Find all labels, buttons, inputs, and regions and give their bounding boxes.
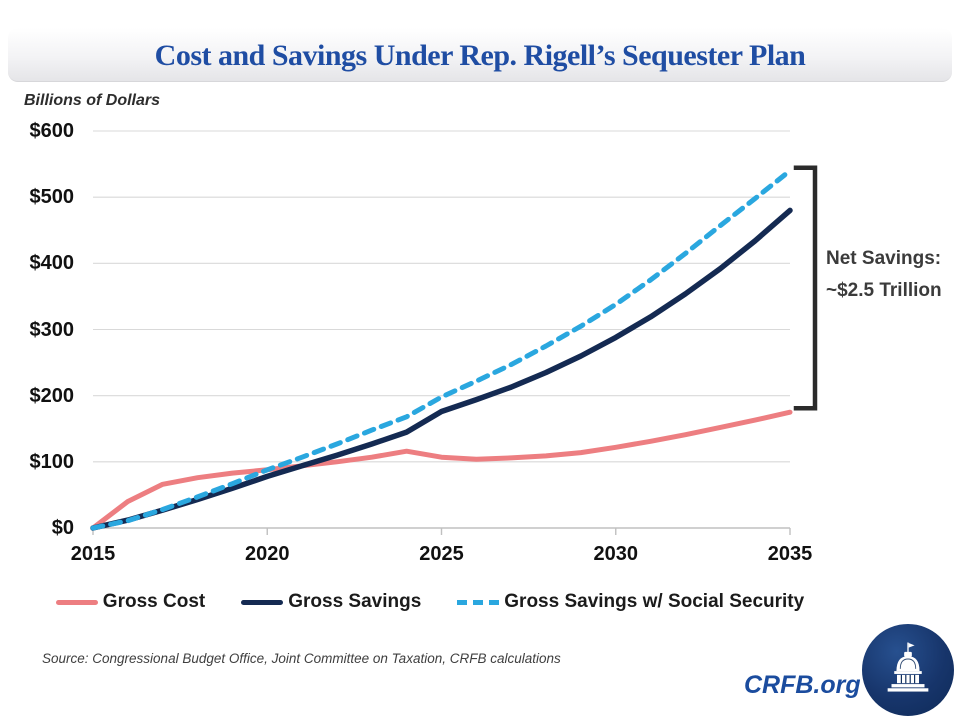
y-tick-label: $500 <box>29 186 75 209</box>
net-savings-line2: ~$2.5 Trillion <box>826 280 942 301</box>
y-tick-label: $200 <box>29 384 75 407</box>
legend-label: Gross Cost <box>102 591 206 612</box>
y-axis-unit-label: Billions of Dollars <box>24 92 161 109</box>
legend-label: Gross Savings <box>288 591 422 612</box>
net-savings-bracket <box>793 165 818 411</box>
y-tick-label: $100 <box>29 450 75 473</box>
chart-legend: Gross Cost Gross Savings Gross Savings w/ … <box>0 588 860 616</box>
legend-swatch-icon <box>457 599 500 605</box>
source-note: Source: Congressional Budget Office, Joi… <box>42 651 561 666</box>
net-savings-annotation: Net Savings: ~$2.5 Trillion <box>826 243 942 307</box>
net-savings-line1: Net Savings: <box>826 248 942 269</box>
series-line-gross-savings <box>90 207 793 531</box>
x-tick-label: 2035 <box>767 543 813 565</box>
title-band: Cost and Savings Under Rep. Rigell’s Seq… <box>8 28 952 82</box>
legend-swatch-icon <box>55 599 98 605</box>
series-line-gross-savings-w-social-security <box>90 168 793 531</box>
y-tick-label: $300 <box>29 318 75 341</box>
brand-wordmark: CRFB.org <box>744 671 861 699</box>
page-title: Cost and Savings Under Rep. Rigell’s Seq… <box>154 38 806 72</box>
legend-swatch-icon <box>241 599 284 605</box>
y-tick-label: $600 <box>29 120 75 142</box>
x-tick-label: 2015 <box>70 543 116 565</box>
legend-item: Gross Savings <box>241 591 421 613</box>
y-tick-label: $400 <box>29 252 75 275</box>
y-tick-label: $0 <box>51 517 74 539</box>
legend-label: Gross Savings w/ Social Security <box>504 591 805 612</box>
capitol-dome-icon <box>887 642 929 692</box>
legend-item: Gross Cost <box>55 591 206 613</box>
legend-item: Gross Savings w/ Social Security <box>457 591 804 613</box>
x-tick-label: 2020 <box>245 543 290 565</box>
x-tick-label: 2030 <box>593 543 639 565</box>
x-tick-label: 2025 <box>419 543 464 565</box>
capitol-dome-logo-icon <box>859 621 957 719</box>
series-line-gross-cost <box>90 409 793 531</box>
